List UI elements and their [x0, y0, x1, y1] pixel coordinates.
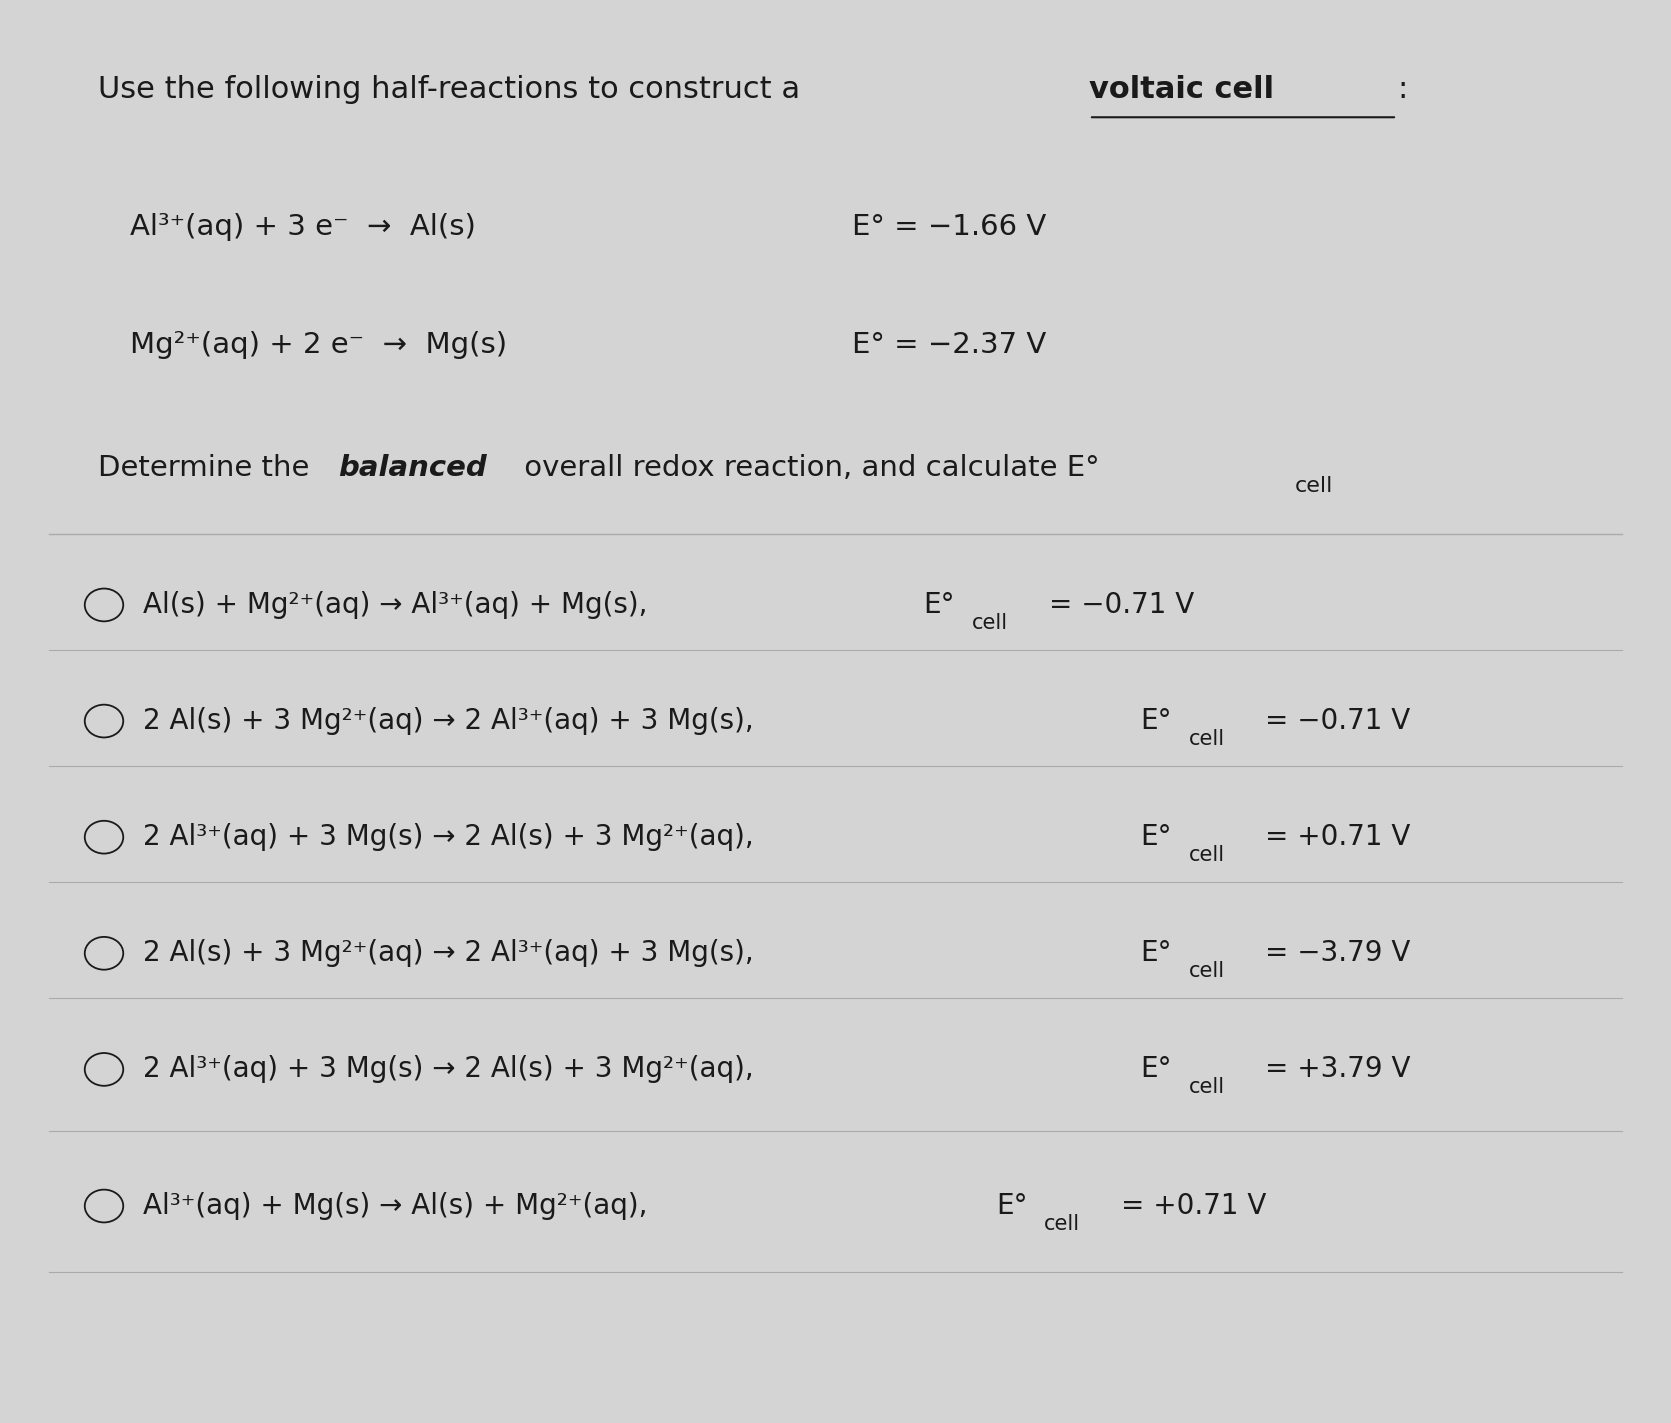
Text: = +0.71 V: = +0.71 V — [1121, 1192, 1267, 1220]
Text: E°: E° — [996, 1192, 1028, 1220]
Text: = +0.71 V: = +0.71 V — [1265, 822, 1410, 851]
Text: Al³⁺(aq) + 3 e⁻  →  Al(s): Al³⁺(aq) + 3 e⁻ → Al(s) — [130, 212, 476, 240]
Text: = +3.79 V: = +3.79 V — [1265, 1056, 1410, 1083]
Text: cell: cell — [1188, 729, 1225, 748]
Text: E°: E° — [1140, 822, 1171, 851]
Text: cell: cell — [1188, 961, 1225, 980]
Text: Al³⁺(aq) + Mg(s) → Al(s) + Mg²⁺(aq),: Al³⁺(aq) + Mg(s) → Al(s) + Mg²⁺(aq), — [142, 1192, 665, 1220]
Text: E° = −2.37 V: E° = −2.37 V — [852, 332, 1046, 360]
Text: E°: E° — [1140, 939, 1171, 968]
Text: 2 Al³⁺(aq) + 3 Mg(s) → 2 Al(s) + 3 Mg²⁺(aq),: 2 Al³⁺(aq) + 3 Mg(s) → 2 Al(s) + 3 Mg²⁺(… — [142, 822, 770, 851]
Text: cell: cell — [1188, 1077, 1225, 1097]
Text: E° = −1.66 V: E° = −1.66 V — [852, 212, 1046, 240]
Text: = −0.71 V: = −0.71 V — [1049, 591, 1195, 619]
Text: Mg²⁺(aq) + 2 e⁻  →  Mg(s): Mg²⁺(aq) + 2 e⁻ → Mg(s) — [130, 332, 506, 360]
Text: cell: cell — [1188, 845, 1225, 865]
Text: E°: E° — [1140, 707, 1171, 736]
Text: cell: cell — [973, 613, 1008, 633]
Text: Determine the: Determine the — [97, 454, 317, 482]
Text: voltaic cell: voltaic cell — [1089, 75, 1273, 104]
Text: = −0.71 V: = −0.71 V — [1265, 707, 1410, 736]
Text: overall redox reaction, and calculate E°: overall redox reaction, and calculate E° — [515, 454, 1100, 482]
Text: 2 Al(s) + 3 Mg²⁺(aq) → 2 Al³⁺(aq) + 3 Mg(s),: 2 Al(s) + 3 Mg²⁺(aq) → 2 Al³⁺(aq) + 3 Mg… — [142, 939, 770, 968]
Text: E°: E° — [1140, 1056, 1171, 1083]
Text: cell: cell — [1295, 477, 1333, 497]
Text: cell: cell — [1044, 1214, 1079, 1234]
Text: Use the following half-reactions to construct a: Use the following half-reactions to cons… — [97, 75, 809, 104]
Text: = −3.79 V: = −3.79 V — [1265, 939, 1410, 968]
Text: Al(s) + Mg²⁺(aq) → Al³⁺(aq) + Mg(s),: Al(s) + Mg²⁺(aq) → Al³⁺(aq) + Mg(s), — [142, 591, 665, 619]
Text: balanced: balanced — [338, 454, 486, 482]
Text: :: : — [1397, 75, 1407, 104]
Text: 2 Al(s) + 3 Mg²⁺(aq) → 2 Al³⁺(aq) + 3 Mg(s),: 2 Al(s) + 3 Mg²⁺(aq) → 2 Al³⁺(aq) + 3 Mg… — [142, 707, 770, 736]
Text: E°: E° — [924, 591, 956, 619]
Text: 2 Al³⁺(aq) + 3 Mg(s) → 2 Al(s) + 3 Mg²⁺(aq),: 2 Al³⁺(aq) + 3 Mg(s) → 2 Al(s) + 3 Mg²⁺(… — [142, 1056, 770, 1083]
